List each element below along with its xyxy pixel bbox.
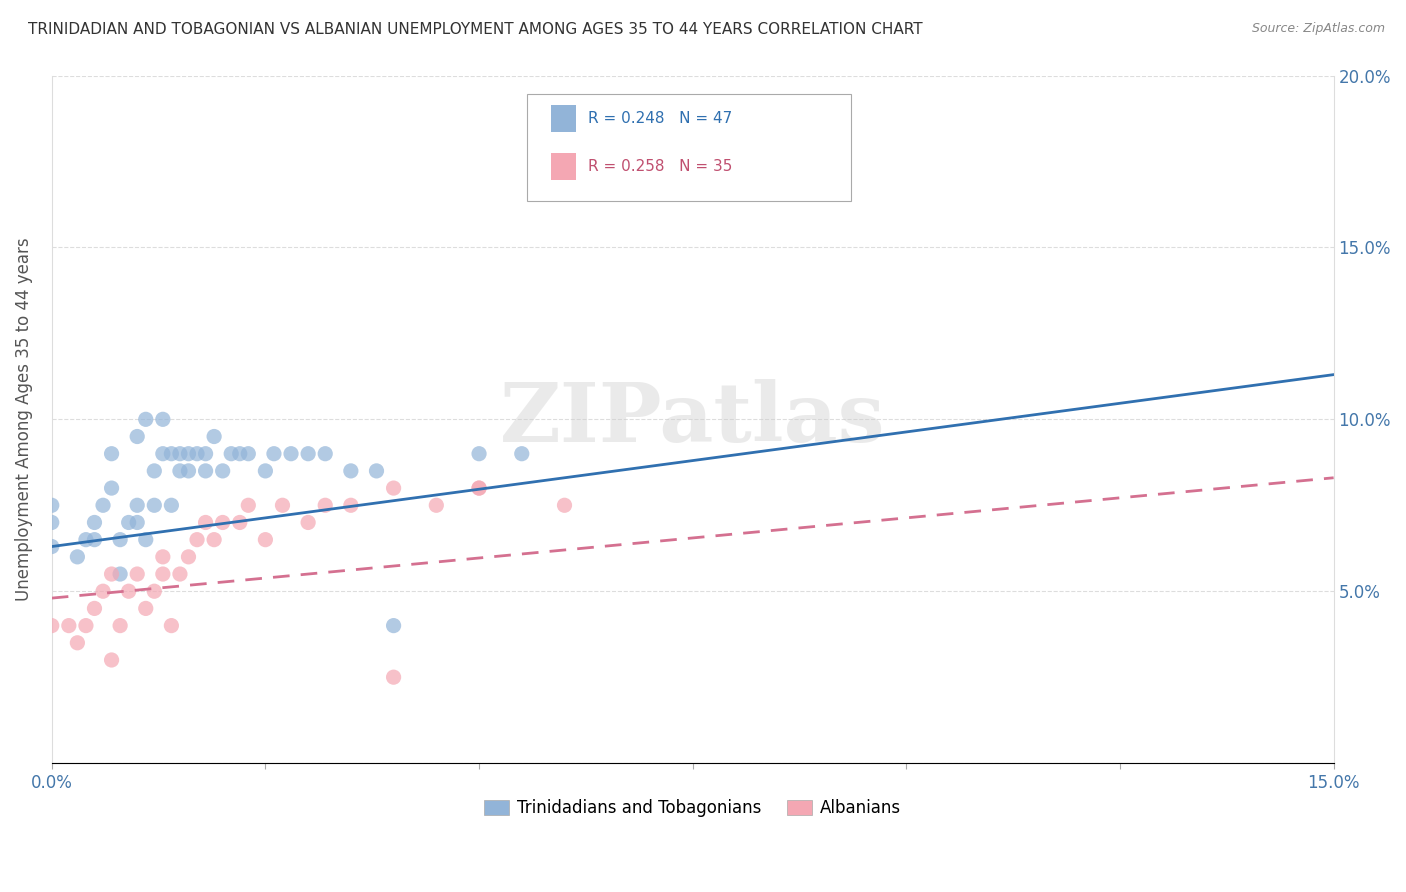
Point [211, 464, 233, 478]
Point [108, 533, 131, 547]
Point [297, 516, 319, 530]
Point [160, 447, 183, 461]
Point [229, 516, 252, 530]
Point [127, 516, 149, 530]
Point [468, 481, 491, 495]
Point [100, 653, 122, 667]
Point [177, 464, 200, 478]
Point [127, 429, 149, 443]
Point [177, 447, 200, 461]
Point [238, 498, 260, 512]
Point [91, 584, 114, 599]
Point [100, 567, 122, 582]
Point [194, 516, 217, 530]
Point [152, 447, 174, 461]
Point [135, 412, 157, 426]
Point [91, 498, 114, 512]
Point [186, 533, 208, 547]
Point [169, 567, 191, 582]
Point [314, 447, 336, 461]
Point [41, 516, 63, 530]
Point [254, 533, 277, 547]
Point [41, 618, 63, 632]
Point [202, 429, 225, 443]
Point [194, 464, 217, 478]
Point [238, 447, 260, 461]
Text: R = 0.248   N = 47: R = 0.248 N = 47 [588, 112, 733, 126]
Point [135, 601, 157, 615]
Point [263, 447, 285, 461]
Text: Source: ZipAtlas.com: Source: ZipAtlas.com [1251, 22, 1385, 36]
Point [177, 549, 200, 564]
Point [314, 498, 336, 512]
Point [83, 533, 105, 547]
Point [83, 516, 105, 530]
Point [118, 584, 141, 599]
Point [297, 447, 319, 461]
Point [468, 447, 491, 461]
Point [160, 618, 183, 632]
Point [202, 533, 225, 547]
Point [127, 498, 149, 512]
Point [75, 618, 97, 632]
Point [100, 447, 122, 461]
Point [152, 567, 174, 582]
Text: TRINIDADIAN AND TOBAGONIAN VS ALBANIAN UNEMPLOYMENT AMONG AGES 35 TO 44 YEARS CO: TRINIDADIAN AND TOBAGONIAN VS ALBANIAN U… [28, 22, 922, 37]
Point [229, 447, 252, 461]
Legend: Trinidadians and Tobagonians, Albanians: Trinidadians and Tobagonians, Albanians [478, 792, 908, 823]
Point [58, 618, 80, 632]
Point [169, 447, 191, 461]
Point [108, 618, 131, 632]
Point [41, 498, 63, 512]
Point [340, 464, 363, 478]
Text: ZIPatlas: ZIPatlas [501, 379, 886, 459]
Point [194, 447, 217, 461]
Point [135, 533, 157, 547]
Point [340, 498, 363, 512]
Point [75, 533, 97, 547]
Point [169, 464, 191, 478]
Point [41, 540, 63, 554]
Point [382, 670, 405, 684]
Point [143, 464, 166, 478]
Point [143, 584, 166, 599]
Point [810, 120, 832, 134]
Point [83, 601, 105, 615]
Point [366, 464, 388, 478]
Point [254, 464, 277, 478]
Point [382, 481, 405, 495]
Point [425, 498, 447, 512]
Text: R = 0.258   N = 35: R = 0.258 N = 35 [588, 160, 733, 174]
Point [108, 567, 131, 582]
Point [118, 516, 141, 530]
Point [152, 412, 174, 426]
Point [143, 498, 166, 512]
Y-axis label: Unemployment Among Ages 35 to 44 years: Unemployment Among Ages 35 to 44 years [15, 237, 32, 601]
Point [510, 447, 533, 461]
Point [382, 618, 405, 632]
Point [66, 549, 89, 564]
Point [160, 498, 183, 512]
Point [152, 549, 174, 564]
Point [66, 636, 89, 650]
Point [211, 516, 233, 530]
Point [468, 481, 491, 495]
Point [100, 481, 122, 495]
Point [271, 498, 294, 512]
Point [553, 498, 575, 512]
Point [127, 567, 149, 582]
Point [219, 447, 242, 461]
Point [280, 447, 302, 461]
Point [186, 447, 208, 461]
